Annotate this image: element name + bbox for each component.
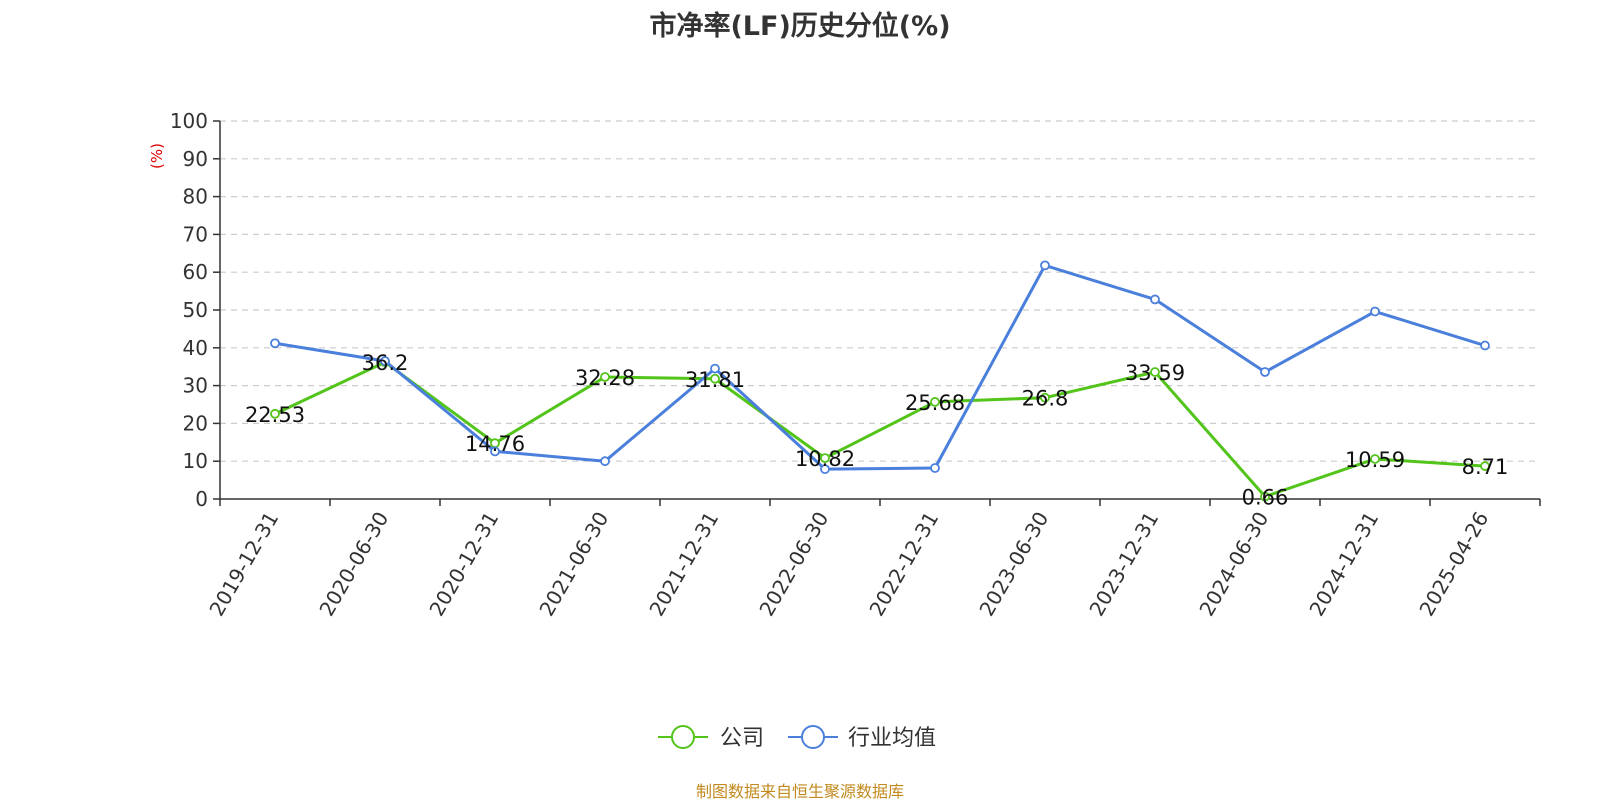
data-point[interactable] [1370, 454, 1380, 464]
y-tick-label: 30 [183, 374, 208, 398]
data-label: 10.82 [795, 447, 855, 471]
data-point[interactable] [600, 456, 610, 467]
data-label: 33.59 [1125, 361, 1185, 385]
data-point[interactable] [1150, 367, 1160, 377]
data-point[interactable] [710, 373, 720, 384]
series-group [270, 260, 1490, 502]
data-point[interactable] [1370, 306, 1380, 317]
data-point[interactable] [930, 463, 940, 473]
x-tick-label: 2022-12-31 [864, 508, 943, 621]
data-point[interactable] [1260, 491, 1270, 502]
y-tick-label: 20 [183, 411, 208, 435]
x-tick-label: 2022-06-30 [754, 508, 833, 621]
y-tick-label: 10 [183, 449, 208, 473]
legend[interactable]: 公司 行业均值 [658, 725, 936, 751]
data-point[interactable] [1480, 340, 1490, 351]
data-point[interactable] [930, 397, 940, 407]
data-label: 22.53 [245, 403, 305, 427]
data-point[interactable] [270, 338, 280, 349]
legend-marker-0[interactable] [671, 725, 695, 749]
y-tick-label: 50 [183, 298, 208, 322]
y-tick-label: 40 [183, 336, 208, 360]
y-tick-label: 90 [183, 147, 208, 171]
x-tick-label: 2023-12-31 [1084, 508, 1163, 621]
y-axis-label: (%) [148, 143, 166, 169]
data-point[interactable] [270, 408, 280, 419]
data-point[interactable] [820, 464, 830, 475]
x-tick-label: 2024-06-30 [1194, 508, 1273, 621]
y-tick-label: 80 [183, 185, 208, 209]
series-line-1 [274, 263, 1486, 471]
data-point[interactable] [490, 446, 500, 457]
data-label: 31.81 [685, 368, 745, 392]
legend-marker-1[interactable] [801, 725, 825, 749]
data-source-note: 制图数据来自恒生聚源数据库 [695, 782, 904, 801]
data-point[interactable] [1150, 294, 1160, 305]
data-label: 32.28 [575, 366, 635, 390]
y-tick-label: 0 [195, 487, 208, 511]
data-point[interactable] [380, 356, 390, 366]
series-line-0 [274, 360, 1486, 499]
data-label: 0.66 [1242, 486, 1289, 510]
axes: 0 10 20 30 40 50 60 70 80 90 100(%) 2019-12-31 2020-… [148, 109, 1541, 621]
x-tick-label: 2023-06-30 [974, 508, 1053, 621]
data-label: 8.71 [1462, 455, 1509, 479]
legend-label-1[interactable]: 行业均值 [848, 726, 936, 751]
y-tick-label: 60 [183, 260, 208, 284]
data-label: 36.2 [362, 351, 409, 375]
data-point[interactable] [710, 363, 720, 374]
data-label: 14.76 [465, 432, 525, 456]
x-tick-label: 2020-06-30 [314, 508, 393, 621]
x-tick-label: 2021-12-31 [644, 508, 723, 621]
data-label: 26.8 [1022, 387, 1069, 411]
data-labels: 22.53 36.2 14.76 32.28 31.81 10.82 25.68 26.8 33… [245, 351, 1508, 509]
y-tick-label: 70 [183, 222, 208, 246]
x-tick-label: 2019-12-31 [204, 508, 283, 621]
x-tick-label: 2021-06-30 [534, 508, 613, 621]
data-point[interactable] [1260, 367, 1270, 377]
data-point[interactable] [600, 372, 610, 382]
legend-label-0[interactable]: 公司 [720, 726, 764, 751]
data-point[interactable] [1040, 392, 1050, 403]
x-tick-label: 2024-12-31 [1304, 508, 1383, 621]
y-tick-label: 100 [170, 109, 208, 133]
x-tick-label: 2025-04-26 [1414, 508, 1493, 621]
chart-title: 市净率(LF)历史分位(%) [649, 11, 951, 42]
data-point[interactable] [820, 453, 830, 464]
data-point[interactable] [1480, 461, 1490, 471]
data-label: 10.59 [1345, 448, 1405, 472]
grid-lines [220, 120, 1540, 462]
data-point[interactable] [1040, 260, 1050, 271]
x-tick-label: 2020-12-31 [424, 508, 503, 621]
data-label: 25.68 [905, 391, 965, 415]
